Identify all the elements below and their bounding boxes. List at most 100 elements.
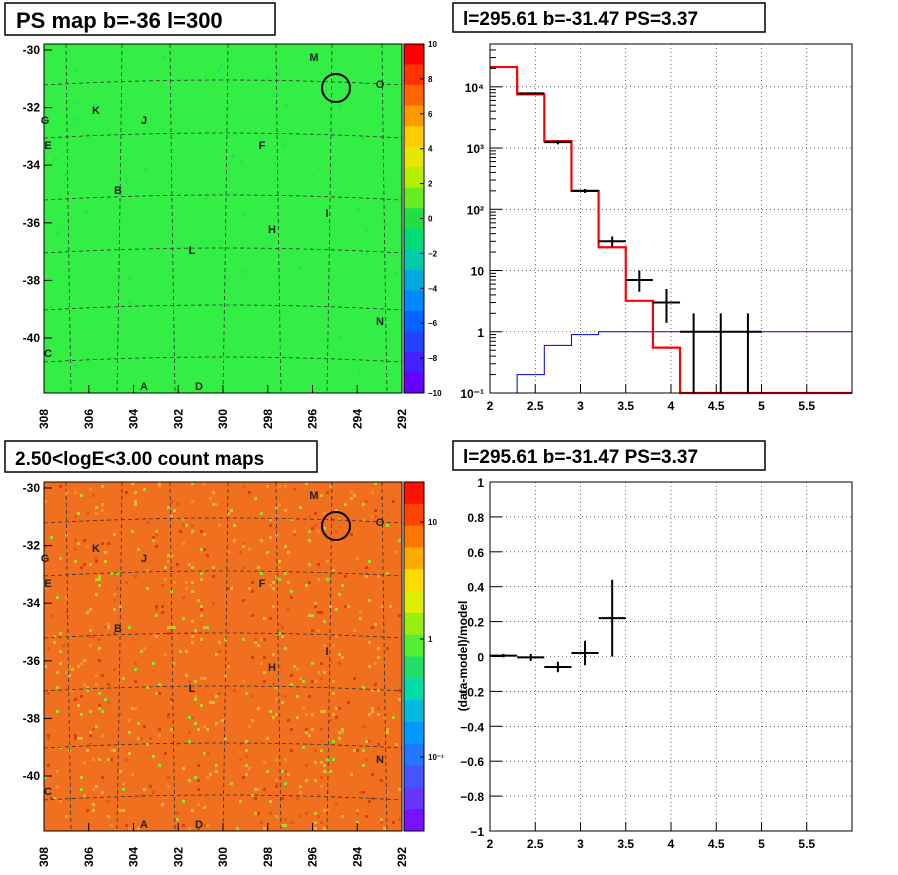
map-pixel (314, 749, 317, 752)
map-pixel (371, 689, 374, 692)
x-tick-label: 294 (350, 409, 364, 429)
graticule-meridian (381, 481, 388, 832)
map-pixel (374, 509, 377, 512)
map-pixel (74, 560, 77, 563)
map-pixel (293, 530, 296, 533)
map-pixel (182, 524, 185, 527)
map-pixel (212, 602, 215, 605)
map-pixel (371, 626, 374, 629)
map-pixel (170, 698, 173, 701)
map-pixel (201, 76, 205, 80)
map-pixel (101, 509, 104, 512)
map-pixel (310, 315, 314, 319)
map-pixel (317, 815, 320, 818)
map-pixel (182, 596, 185, 599)
colorbar-cell (404, 547, 424, 570)
colorbar-cell (404, 187, 424, 209)
map-pixel (185, 674, 188, 677)
map-pixel (269, 584, 272, 587)
map-pixel (260, 539, 263, 542)
source-label-l: L (189, 683, 196, 695)
map-pixel (83, 563, 86, 566)
graticule-parallel (43, 517, 403, 524)
x-tick-label: 304 (127, 409, 141, 429)
map-pixel (248, 725, 251, 728)
map-pixel (128, 277, 132, 281)
map-pixel (83, 659, 86, 662)
map-pixel (275, 815, 278, 818)
map-pixel (101, 485, 104, 488)
map-pixel (338, 662, 341, 665)
map-pixel (269, 812, 272, 815)
map-pixel (269, 524, 272, 527)
map-pixel (356, 749, 359, 752)
map-pixel (131, 773, 134, 776)
map-pixel (47, 737, 50, 740)
map-pixel (389, 605, 392, 608)
map-pixel (185, 524, 188, 527)
count-map: M O G K J E F B I H L N C A D 308 306 304 302 300 298 296 294… (23, 481, 444, 867)
map-pixel (44, 500, 47, 503)
map-pixel (377, 575, 380, 578)
map-pixel (365, 500, 368, 503)
map-pixel (344, 605, 347, 608)
map-pixel (143, 488, 146, 491)
map-pixel (155, 530, 158, 533)
map-pixel (203, 533, 206, 536)
map-pixel (158, 734, 161, 737)
graticule-parallel (43, 194, 403, 201)
residual-grid (490, 482, 852, 831)
map-pixel (296, 716, 299, 719)
map-pixel (353, 677, 356, 680)
colorbar-cell (404, 525, 424, 548)
map-pixel (68, 674, 71, 677)
map-pixel (227, 512, 230, 515)
map-pixel (308, 530, 311, 533)
map-pixel (197, 764, 200, 767)
map-pixel (329, 659, 332, 662)
colorbar-cell (404, 228, 424, 250)
map-pixel (230, 587, 233, 590)
y-tick-label: -32 (23, 539, 41, 553)
map-pixel (200, 704, 203, 707)
spectrum-plot: 2 2.5 3 3.5 4 4.5 5 5.5 10⁻¹ 1 10 10² 10³ 10⁴ (460, 43, 853, 413)
map-pixel (275, 686, 278, 689)
map-pixel (281, 626, 284, 629)
map-pixel (182, 542, 185, 545)
map-pixel (206, 554, 209, 557)
map-pixel (374, 623, 377, 626)
map-pixel (394, 264, 398, 268)
map-pixel (364, 227, 368, 231)
map-pixel (158, 485, 161, 488)
map-pixel (314, 524, 317, 527)
map-pixel (53, 635, 56, 638)
map-pixel (95, 506, 98, 509)
map-pixel (299, 506, 302, 509)
map-pixel (62, 644, 65, 647)
y-tick-label: 1 (477, 476, 484, 490)
map-pixel (134, 500, 137, 503)
map-pixel (305, 137, 309, 141)
map-pixel (110, 749, 113, 752)
map-pixel (98, 659, 101, 662)
map-pixel (320, 776, 323, 779)
map-pixel (377, 647, 380, 650)
map-pixel (212, 575, 215, 578)
map-pixel (326, 578, 329, 581)
map-pixel (73, 348, 77, 352)
map-pixel (185, 587, 188, 590)
map-pixel (83, 683, 86, 686)
graticule-parallel (43, 570, 403, 577)
map-pixel (98, 584, 101, 587)
y-tick-label: -34 (23, 158, 41, 172)
colorbar-cell (404, 678, 424, 701)
map-pixel (269, 800, 272, 803)
map-pixel (102, 362, 106, 366)
background-histogram (490, 331, 852, 394)
source-circle (321, 511, 351, 541)
map-pixel (362, 791, 365, 794)
map-pixel (317, 578, 320, 581)
map-pixel (305, 713, 308, 716)
map-pixel (47, 734, 50, 737)
x-tick-label: 2 (487, 399, 494, 413)
